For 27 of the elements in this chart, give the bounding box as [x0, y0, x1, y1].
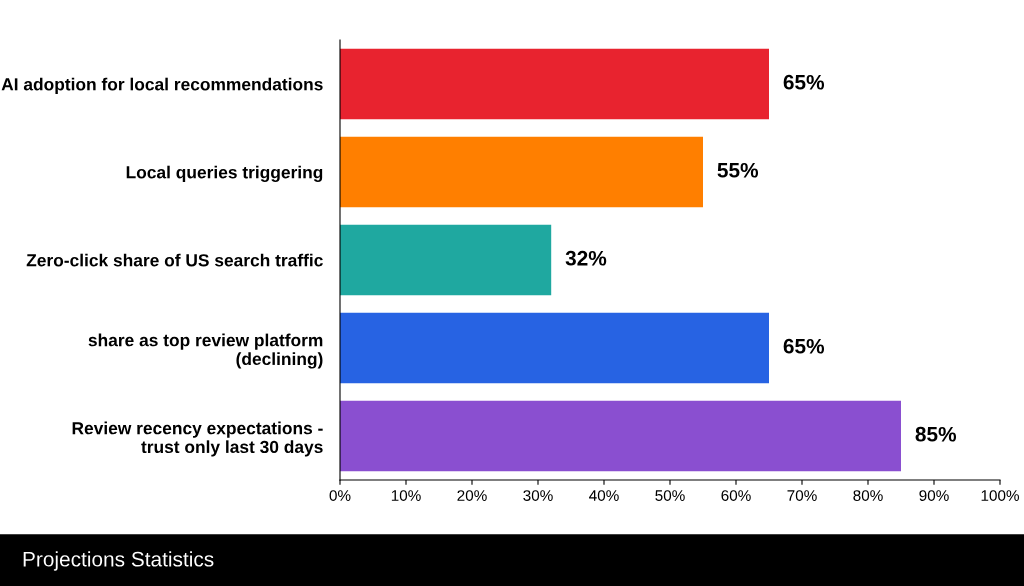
- bar: [340, 224, 552, 296]
- y-tick-label: share as top review platform (declining): [88, 333, 323, 369]
- bar: [340, 136, 703, 208]
- x-tick-label: 50%: [655, 490, 685, 501]
- data-label: 85%: [915, 426, 957, 442]
- x-tick-label: 90%: [919, 490, 949, 501]
- x-tick-label: 70%: [787, 490, 817, 501]
- y-tick-label: Local queries triggering: [126, 165, 323, 182]
- data-label: 32%: [565, 250, 607, 266]
- x-tick-label: 0%: [329, 490, 351, 501]
- bar: [340, 312, 769, 384]
- y-tick-label: Zero-click share of US search traffic: [26, 253, 323, 267]
- bar: [340, 400, 901, 472]
- data-label: 55%: [717, 162, 759, 178]
- y-tick-label: Review recency expectations - trust only last 30 days: [72, 421, 323, 457]
- x-tick-label: 30%: [523, 490, 553, 501]
- data-label: 65%: [783, 74, 825, 90]
- bar: [340, 48, 769, 120]
- y-tick-label: AI adoption for local recommendations: [1, 77, 323, 94]
- x-tick-label: 100%: [981, 490, 1019, 501]
- x-tick-label: 40%: [589, 490, 619, 501]
- text: Projections Statistics: [23, 551, 214, 571]
- data-label: 65%: [783, 338, 825, 354]
- x-tick-label: 10%: [391, 490, 421, 501]
- x-tick-label: 60%: [721, 490, 751, 501]
- x-tick-label: 80%: [853, 490, 883, 501]
- x-tick-label: 20%: [457, 490, 487, 501]
